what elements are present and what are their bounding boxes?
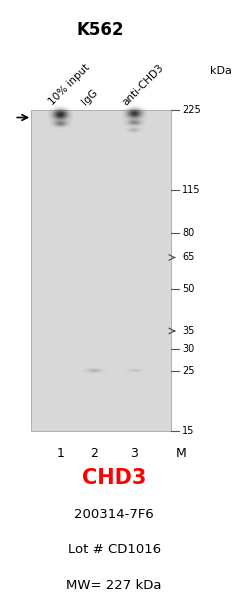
Text: 30: 30 (182, 344, 194, 354)
Text: 15: 15 (182, 427, 194, 436)
Text: 2: 2 (90, 447, 98, 460)
Text: 3: 3 (130, 447, 139, 460)
Text: 50: 50 (182, 283, 194, 294)
Text: Lot # CD1016: Lot # CD1016 (68, 543, 161, 556)
Text: 115: 115 (182, 185, 201, 195)
Text: 65: 65 (182, 253, 194, 263)
Text: 80: 80 (182, 228, 194, 238)
Text: 225: 225 (182, 105, 201, 115)
Text: MW= 227 kDa: MW= 227 kDa (66, 579, 162, 592)
Text: CHD3: CHD3 (82, 468, 146, 488)
Text: M: M (175, 447, 186, 460)
Text: kDa: kDa (210, 67, 232, 76)
Text: 200314-7F6: 200314-7F6 (74, 508, 154, 521)
Text: 1: 1 (57, 447, 65, 460)
Text: 35: 35 (182, 326, 194, 336)
Text: 10% input: 10% input (46, 62, 91, 107)
Bar (31, 110, 171, 431)
Text: IgG: IgG (80, 88, 99, 107)
Text: 25: 25 (182, 366, 195, 376)
Text: K562: K562 (76, 21, 124, 39)
Text: anti-CHD3: anti-CHD3 (120, 62, 165, 107)
